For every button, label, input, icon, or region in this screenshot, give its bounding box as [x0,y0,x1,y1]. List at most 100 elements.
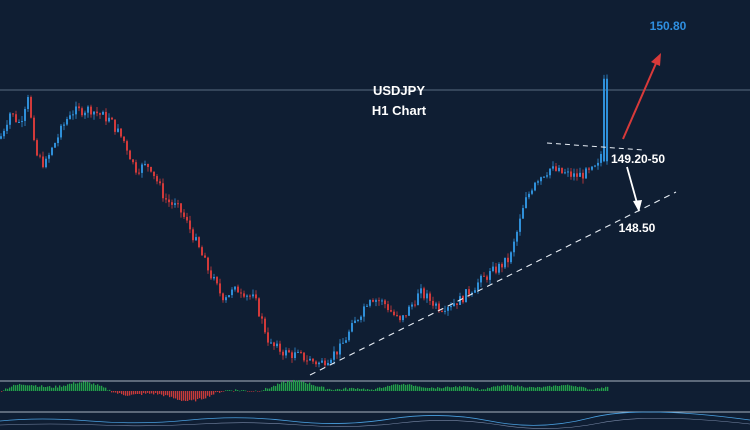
candle-body [33,117,35,141]
oscillator-bar [523,387,525,391]
oscillator-bar [219,391,221,393]
candle-body [222,293,224,301]
oscillator-bar [589,389,591,391]
oscillator-bar [131,391,133,395]
oscillator-bar [91,384,93,391]
candle-body [0,136,2,139]
candle-body [276,343,278,347]
oscillator-bar [37,386,39,391]
oscillator-bar [257,391,259,392]
candle-body [138,172,140,174]
oscillator-bar [401,384,403,391]
oscillator-bar [265,387,267,391]
candle-body [348,331,350,341]
candle-body [597,162,599,166]
oscillator-bar [293,379,295,391]
oscillator-bar [357,388,359,391]
oscillator-bar [217,391,219,392]
candle-body [603,78,605,162]
oscillator-bar [11,386,13,391]
oscillator-bar [273,385,275,391]
oscillator-bar [127,391,129,396]
candle-body [330,359,332,363]
candle-body [318,362,320,365]
candle-body [93,111,95,115]
candle-body [243,293,245,297]
oscillator-bar [325,389,327,391]
oscillator-bar [351,387,353,391]
oscillator-bar [113,391,115,393]
candle-body [477,282,479,291]
candle-body [594,165,596,167]
oscillator-bar [361,388,363,391]
oscillator-bar [281,382,283,391]
oscillator-bar [517,385,519,391]
candle-body [231,289,233,296]
oscillator-bar [599,388,601,391]
candle-body [186,216,188,221]
oscillator-bar [191,391,193,401]
oscillator-bar [195,391,197,402]
oscillator-bar [151,391,153,394]
candle-body [492,266,494,272]
candle-body [444,310,446,312]
candle-body [150,166,152,172]
oscillator-bar [489,388,491,391]
candle-body [357,319,359,321]
candle-body [30,97,32,118]
oscillator-bar [501,385,503,391]
candle-body [129,150,131,160]
oscillator-bar [355,388,357,391]
oscillator-bar [51,387,53,391]
oscillator-bar [335,389,337,391]
oscillator-bar [445,386,447,391]
candle-body [387,304,389,311]
oscillator-bar [331,389,333,391]
candle-body [438,303,440,312]
oscillator-bar [369,389,371,391]
oscillator-bar [303,381,305,391]
oscillator-bar [483,389,485,391]
oscillator-bar [407,384,409,391]
oscillator-bar [271,387,273,391]
oscillator-bar [593,389,595,391]
candle-body [141,164,143,173]
oscillator-bar [511,385,513,391]
oscillator-bar [579,386,581,391]
oscillator-bar [379,387,381,391]
candle-body [366,305,368,307]
candle-body [426,293,428,299]
candle-body [297,351,299,353]
oscillator-bar [251,391,253,392]
oscillator-histogram [1,379,609,402]
oscillator-bar [143,391,145,394]
candle-body [303,352,305,361]
oscillator-bar [487,387,489,391]
oscillator-bar [559,385,561,391]
oscillator-bar [203,391,205,399]
oscillator-bar [387,385,389,391]
candle-body [369,299,371,306]
candle-body [132,159,134,163]
candle-body [342,342,344,344]
candle-body [336,351,338,355]
candle-body [513,241,515,253]
oscillator-bar [577,387,579,391]
oscillator-bar [137,391,139,394]
oscillator-bar [509,385,511,391]
candle-body [21,120,23,122]
oscillator-bar [449,387,451,391]
candle-body [399,315,401,321]
oscillator-bar [323,386,325,391]
candle-body [99,113,101,115]
candle-body [63,124,65,126]
candle-body [72,114,74,116]
candle-body [327,362,329,366]
candle-body [384,300,386,305]
candle-body [309,358,311,361]
oscillator-bar [321,386,323,391]
candle-body [111,117,113,120]
oscillator-bar [95,385,97,391]
candle-body [255,294,257,299]
ascending-trendline [309,191,677,376]
